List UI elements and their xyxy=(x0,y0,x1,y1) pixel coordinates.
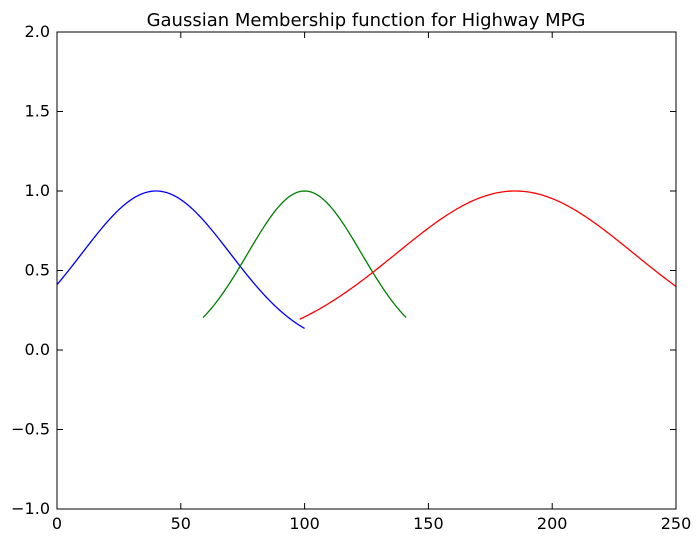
x-tick-label: 250 xyxy=(661,514,692,533)
series-line-2 xyxy=(202,190,407,318)
series-line-1 xyxy=(56,190,305,330)
y-tick-label: 1.5 xyxy=(25,102,50,121)
x-tick-label: 50 xyxy=(171,514,191,533)
y-tick-label: −1.0 xyxy=(11,499,50,518)
y-tick-label: 2.0 xyxy=(25,22,50,41)
y-tick-label: 0.5 xyxy=(25,261,50,280)
chart-title: Gaussian Membership function for Highway… xyxy=(147,10,586,31)
ticks-layer: 0 50 100 150 200 250 −1.0 −0.5 0.0 0.5 1.0 1.5 2.0 xyxy=(11,22,691,533)
plot-area-frame xyxy=(56,31,677,510)
series-line-3 xyxy=(299,190,677,320)
y-tick-label: −0.5 xyxy=(11,420,50,439)
x-tick-label: 150 xyxy=(413,514,444,533)
x-tick-label: 200 xyxy=(537,514,568,533)
x-tick-label: 0 xyxy=(52,514,62,533)
series-layer xyxy=(56,190,677,330)
y-tick-label: 0.0 xyxy=(25,340,50,359)
x-tick-label: 100 xyxy=(289,514,320,533)
y-tick-label: 1.0 xyxy=(25,181,50,200)
